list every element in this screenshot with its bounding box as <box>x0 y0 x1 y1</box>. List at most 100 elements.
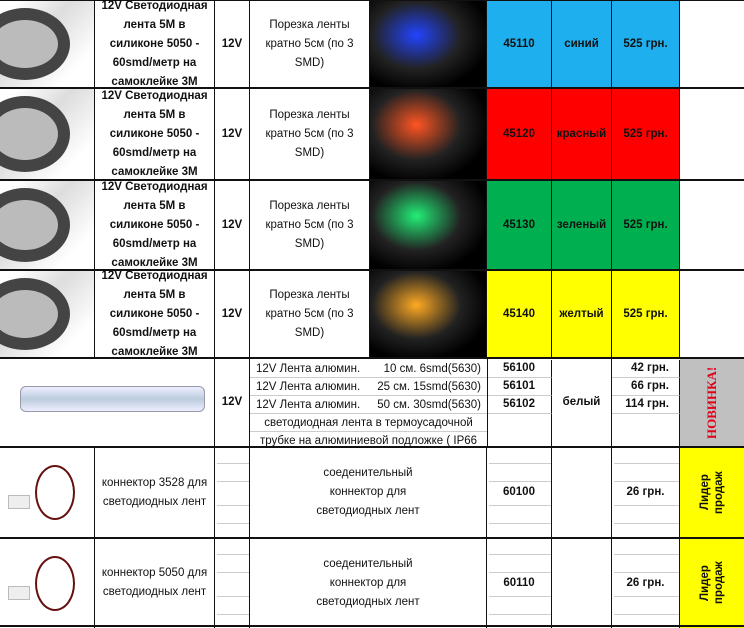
alu-item-code[interactable]: 56102 <box>487 396 552 414</box>
row-border <box>0 179 744 181</box>
connector-code[interactable]: 60100 <box>487 447 552 538</box>
price[interactable]: 525 грн. <box>612 0 680 88</box>
gridline <box>489 523 551 524</box>
product-code[interactable]: 45120 <box>487 88 552 180</box>
connector-price[interactable]: 26 грн. <box>612 538 680 628</box>
voltage[interactable]: 12V <box>215 0 250 88</box>
product-code[interactable]: 45140 <box>487 270 552 358</box>
empty[interactable] <box>552 447 612 538</box>
voltage[interactable]: 12V <box>215 358 250 447</box>
price[interactable]: 525 грн. <box>612 270 680 358</box>
cut-info[interactable]: Порезка ленты кратно 5см (по 3 SMD) <box>250 180 370 270</box>
price[interactable]: 525 грн. <box>612 180 680 270</box>
color-name[interactable]: синий <box>552 0 612 88</box>
alu-item-spec: 50 см. 30smd(5630) <box>377 398 481 411</box>
connector-code[interactable]: 60110 <box>487 538 552 628</box>
voltage[interactable]: 12V <box>215 88 250 180</box>
alu-strip-shape <box>20 386 205 412</box>
connector-clip <box>8 586 30 600</box>
bestseller-badge[interactable] <box>680 538 744 628</box>
strip-glow-photo <box>370 0 487 88</box>
alu-item-line: 12V Лента алюмин. 10 см. 6smd(5630) <box>250 360 487 378</box>
empty[interactable] <box>612 414 680 447</box>
badge-empty[interactable] <box>680 0 744 88</box>
badge-empty[interactable] <box>680 88 744 180</box>
gridline <box>614 463 679 464</box>
gridline <box>489 481 551 482</box>
bestseller-badge[interactable] <box>680 447 744 538</box>
reel-shape <box>0 188 70 262</box>
row-border <box>0 625 744 627</box>
alu-item-line: 12V Лента алюмин. 25 см. 15smd(5630) <box>250 378 487 396</box>
price[interactable]: 525 грн. <box>612 88 680 180</box>
alu-note-1: светодиодная лента в термоусадочной <box>264 417 473 429</box>
alu-item-price[interactable]: 42 грн. <box>612 360 680 378</box>
alu-item-line: 12V Лента алюмин. 50 см. 30smd(5630) <box>250 396 487 414</box>
gridline <box>614 505 679 506</box>
new-badge[interactable] <box>680 358 744 447</box>
connector-price[interactable]: 26 грн. <box>612 447 680 538</box>
bestseller-text: Лидер продаж <box>699 561 725 605</box>
connector-desc[interactable]: соеденительный коннектор для светодиодны… <box>250 538 487 628</box>
empty[interactable] <box>215 538 250 628</box>
gridline <box>217 463 249 464</box>
color-name[interactable]: красный <box>552 88 612 180</box>
row-border <box>0 87 744 89</box>
gridline <box>489 614 551 615</box>
gridline <box>489 505 551 506</box>
product-name[interactable]: 12V Светодиодная лента 5М в силиконе 505… <box>95 88 215 180</box>
gridline <box>614 614 679 615</box>
gridline <box>614 572 679 573</box>
alu-item-label: 12V Лента алюмин. <box>256 380 361 393</box>
alu-item-code[interactable]: 56101 <box>487 378 552 396</box>
connector-wire <box>35 465 75 520</box>
gridline <box>217 554 249 555</box>
strip-glow-photo <box>370 180 487 270</box>
gridline <box>489 596 551 597</box>
badge-empty[interactable] <box>680 180 744 270</box>
gridline <box>614 481 679 482</box>
divider <box>487 358 488 447</box>
cut-info[interactable]: Порезка ленты кратно 5см (по 3 SMD) <box>250 0 370 88</box>
cut-info[interactable]: Порезка ленты кратно 5см (по 3 SMD) <box>250 88 370 180</box>
alu-item-label: 12V Лента алюмин. <box>256 398 361 411</box>
connector-name[interactable]: коннектор 3528 для светодиодных лент <box>95 447 215 538</box>
gridline <box>217 572 249 573</box>
alu-item-label: 12V Лента алюмин. <box>256 362 361 375</box>
alu-note-2: трубке на алюминиевой подложке ( IP66 <box>250 431 487 449</box>
color-name[interactable]: желтый <box>552 270 612 358</box>
row-border <box>0 269 744 271</box>
row-border <box>0 537 744 539</box>
gridline <box>489 572 551 573</box>
alu-item-price[interactable]: 114 грн. <box>612 396 680 414</box>
alu-item-price[interactable]: 66 грн. <box>612 378 680 396</box>
product-name[interactable]: 12V Светодиодная лента 5М в силиконе 505… <box>95 270 215 358</box>
empty[interactable] <box>552 538 612 628</box>
row-border <box>0 446 744 448</box>
connector-name[interactable]: коннектор 5050 для светодиодных лент <box>95 538 215 628</box>
alu-item-code[interactable]: 56100 <box>487 360 552 378</box>
voltage[interactable]: 12V <box>215 180 250 270</box>
product-name[interactable]: 12V Светодиодная лента 5М в силиконе 505… <box>95 0 215 88</box>
product-name[interactable]: 12V Светодиодная лента 5М в силиконе 505… <box>95 180 215 270</box>
empty[interactable] <box>215 447 250 538</box>
product-code[interactable]: 45110 <box>487 0 552 88</box>
row-border <box>0 357 744 359</box>
alu-color[interactable]: белый <box>552 358 612 447</box>
product-code[interactable]: 45130 <box>487 180 552 270</box>
connector-image <box>0 447 95 538</box>
color-name[interactable]: зеленый <box>552 180 612 270</box>
alu-item-spec: 25 см. 15smd(5630) <box>377 380 481 393</box>
gridline <box>217 614 249 615</box>
gridline <box>614 523 679 524</box>
gridline <box>217 505 249 506</box>
voltage[interactable]: 12V <box>215 270 250 358</box>
gridline <box>614 554 679 555</box>
badge-empty[interactable] <box>680 270 744 358</box>
empty[interactable] <box>487 414 552 447</box>
cut-info[interactable]: Порезка ленты кратно 5см (по 3 SMD) <box>250 270 370 358</box>
connector-image <box>0 538 95 628</box>
connector-wire <box>35 556 75 611</box>
connector-desc[interactable]: соеденительный коннектор для светодиодны… <box>250 447 487 538</box>
strip-glow-photo <box>370 88 487 180</box>
